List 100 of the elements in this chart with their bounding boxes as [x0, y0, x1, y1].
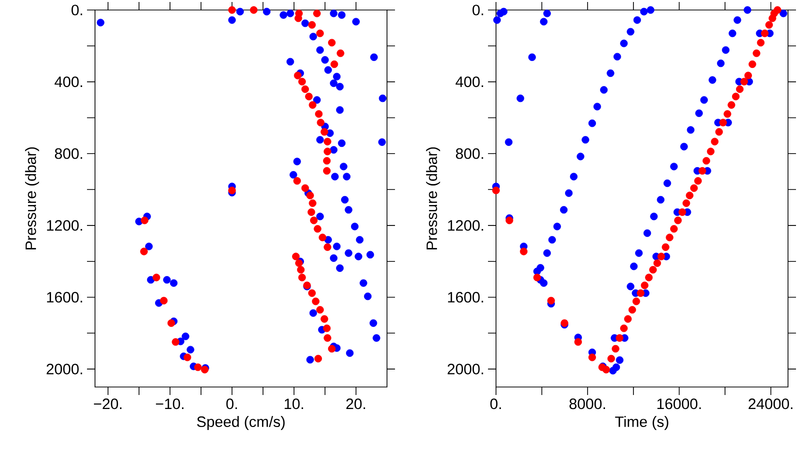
point	[324, 138, 332, 146]
point	[320, 315, 328, 323]
point	[607, 354, 616, 362]
y-axis-title: Pressure (dbar)	[426, 147, 440, 250]
point	[328, 38, 336, 46]
point	[301, 85, 309, 93]
point	[744, 72, 752, 80]
x-tick-label: 24000.	[748, 398, 792, 410]
point	[653, 259, 662, 267]
point	[682, 199, 690, 207]
point	[316, 30, 324, 38]
y-tick-label: 1200.	[47, 220, 82, 231]
x-tick-label: −10.	[156, 398, 184, 410]
point	[520, 248, 528, 256]
point	[328, 344, 336, 353]
point	[323, 167, 331, 175]
point	[736, 85, 744, 93]
y-tick-label: 800.	[456, 148, 484, 159]
x-tick-label: 10.	[284, 398, 304, 410]
y-tick-label: 2000.	[448, 364, 484, 374]
point	[748, 60, 756, 68]
point	[774, 6, 782, 14]
point	[297, 266, 305, 274]
y-axis-title: Pressure (dbar)	[25, 147, 40, 250]
point	[662, 243, 670, 251]
x-tick-label: 16000.	[657, 398, 701, 410]
point	[292, 252, 300, 260]
y-tick-label: 800.	[54, 148, 82, 159]
x-tick-label: 20.	[346, 398, 366, 410]
point	[698, 167, 706, 175]
point	[152, 274, 160, 282]
y-tick-label: 1600.	[47, 292, 82, 303]
y-tick-label: 0.	[472, 4, 484, 16]
point	[294, 72, 302, 80]
point	[756, 38, 765, 46]
point	[313, 10, 321, 18]
point	[324, 243, 332, 251]
point	[547, 296, 555, 304]
point	[323, 324, 331, 332]
point	[666, 234, 674, 242]
point	[324, 334, 332, 342]
point	[724, 110, 732, 118]
x-axis-title: Speed (cm/s)	[197, 416, 285, 430]
point	[312, 298, 320, 306]
point	[298, 78, 306, 86]
point	[690, 184, 698, 192]
point	[306, 192, 314, 200]
point	[160, 296, 168, 304]
point	[324, 148, 332, 156]
point	[184, 354, 192, 362]
point	[301, 184, 309, 192]
point	[624, 315, 632, 323]
point	[620, 324, 628, 332]
point	[293, 177, 301, 185]
point	[167, 319, 176, 327]
x-tick-label: 0.	[226, 398, 237, 410]
x-tick-label: 0.	[490, 398, 501, 410]
point	[728, 101, 736, 109]
y-tick-label: 1200.	[448, 220, 484, 231]
y-tick-label: 0.	[72, 4, 82, 16]
point	[602, 366, 610, 374]
point	[752, 49, 760, 58]
point	[740, 78, 748, 86]
point	[336, 49, 344, 58]
x-tick-label: 8000.	[570, 398, 605, 410]
point	[250, 6, 258, 14]
point	[649, 266, 657, 274]
point	[715, 128, 723, 136]
y-tick-label: 2000.	[46, 364, 82, 374]
point	[305, 92, 313, 100]
point	[172, 338, 180, 346]
point	[320, 128, 328, 136]
point	[140, 216, 148, 224]
x-axis-title: Time (s)	[615, 416, 668, 430]
point	[628, 306, 636, 314]
x-tick-label: −20.	[94, 398, 122, 410]
point	[640, 282, 648, 290]
point	[533, 274, 541, 282]
point	[140, 248, 148, 256]
y-tick-label: 400.	[54, 76, 82, 88]
point	[308, 289, 316, 297]
point	[330, 60, 338, 68]
point	[194, 363, 202, 372]
point	[314, 225, 322, 233]
point	[308, 208, 316, 216]
point	[323, 157, 331, 165]
point	[316, 118, 324, 126]
point	[228, 6, 236, 14]
point	[616, 334, 624, 342]
point	[674, 216, 682, 224]
point	[298, 274, 306, 282]
point	[694, 177, 702, 185]
point	[765, 21, 773, 29]
point	[702, 157, 710, 165]
point	[318, 234, 326, 242]
point	[719, 118, 727, 126]
point	[760, 30, 769, 38]
point	[710, 138, 719, 146]
point	[657, 252, 666, 260]
point	[574, 338, 582, 346]
